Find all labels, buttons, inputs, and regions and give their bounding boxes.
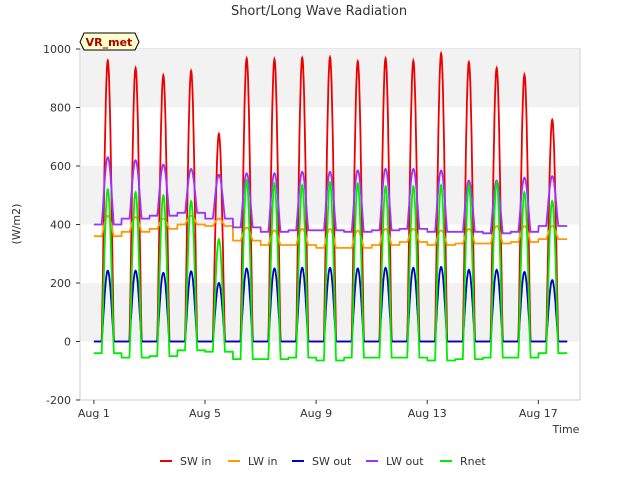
grid-bands [81, 49, 579, 342]
legend-label: SW out [312, 455, 352, 468]
site-label: VR_met [86, 36, 133, 49]
series-lines [93, 50, 568, 362]
series-line-lw-out [93, 156, 568, 235]
legend-label: LW out [386, 455, 424, 468]
x-axis-label: Time [552, 423, 580, 436]
series-line-rnet [93, 178, 568, 362]
y-tick-label: -200 [46, 394, 71, 407]
x-tick-label: Aug 13 [408, 407, 447, 420]
y-tick-label: 800 [50, 102, 71, 115]
y-axis-label: (W/m2) [10, 204, 23, 245]
legend-label: LW in [248, 455, 278, 468]
site-label-box: VR_met [79, 32, 140, 51]
x-axis: Aug 1 Aug 5 Aug 9 Aug 13 Aug 17 [78, 400, 558, 420]
chart-title: Short/Long Wave Radiation [231, 4, 407, 19]
y-tick-label: 400 [50, 219, 71, 232]
site-label-background [79, 32, 140, 51]
y-tick-label: 0 [64, 336, 71, 349]
y-axis: -200 0 200 400 600 800 1000 [43, 43, 80, 407]
y-tick-label: 200 [50, 277, 71, 290]
x-tick-label: Aug 9 [300, 407, 332, 420]
series-line-lw-in [93, 214, 568, 249]
legend-label: Rnet [460, 455, 486, 468]
grid-band [81, 283, 579, 342]
legend-label: SW in [180, 455, 211, 468]
legend: SW in LW in SW out LW out Rnet [160, 455, 486, 468]
x-tick-label: Aug 5 [189, 407, 221, 420]
x-tick-label: Aug 1 [78, 407, 110, 420]
series-line-sw-out [93, 265, 568, 343]
y-tick-label: 1000 [43, 43, 71, 56]
x-tick-label: Aug 17 [519, 407, 558, 420]
y-tick-label: 600 [50, 160, 71, 173]
